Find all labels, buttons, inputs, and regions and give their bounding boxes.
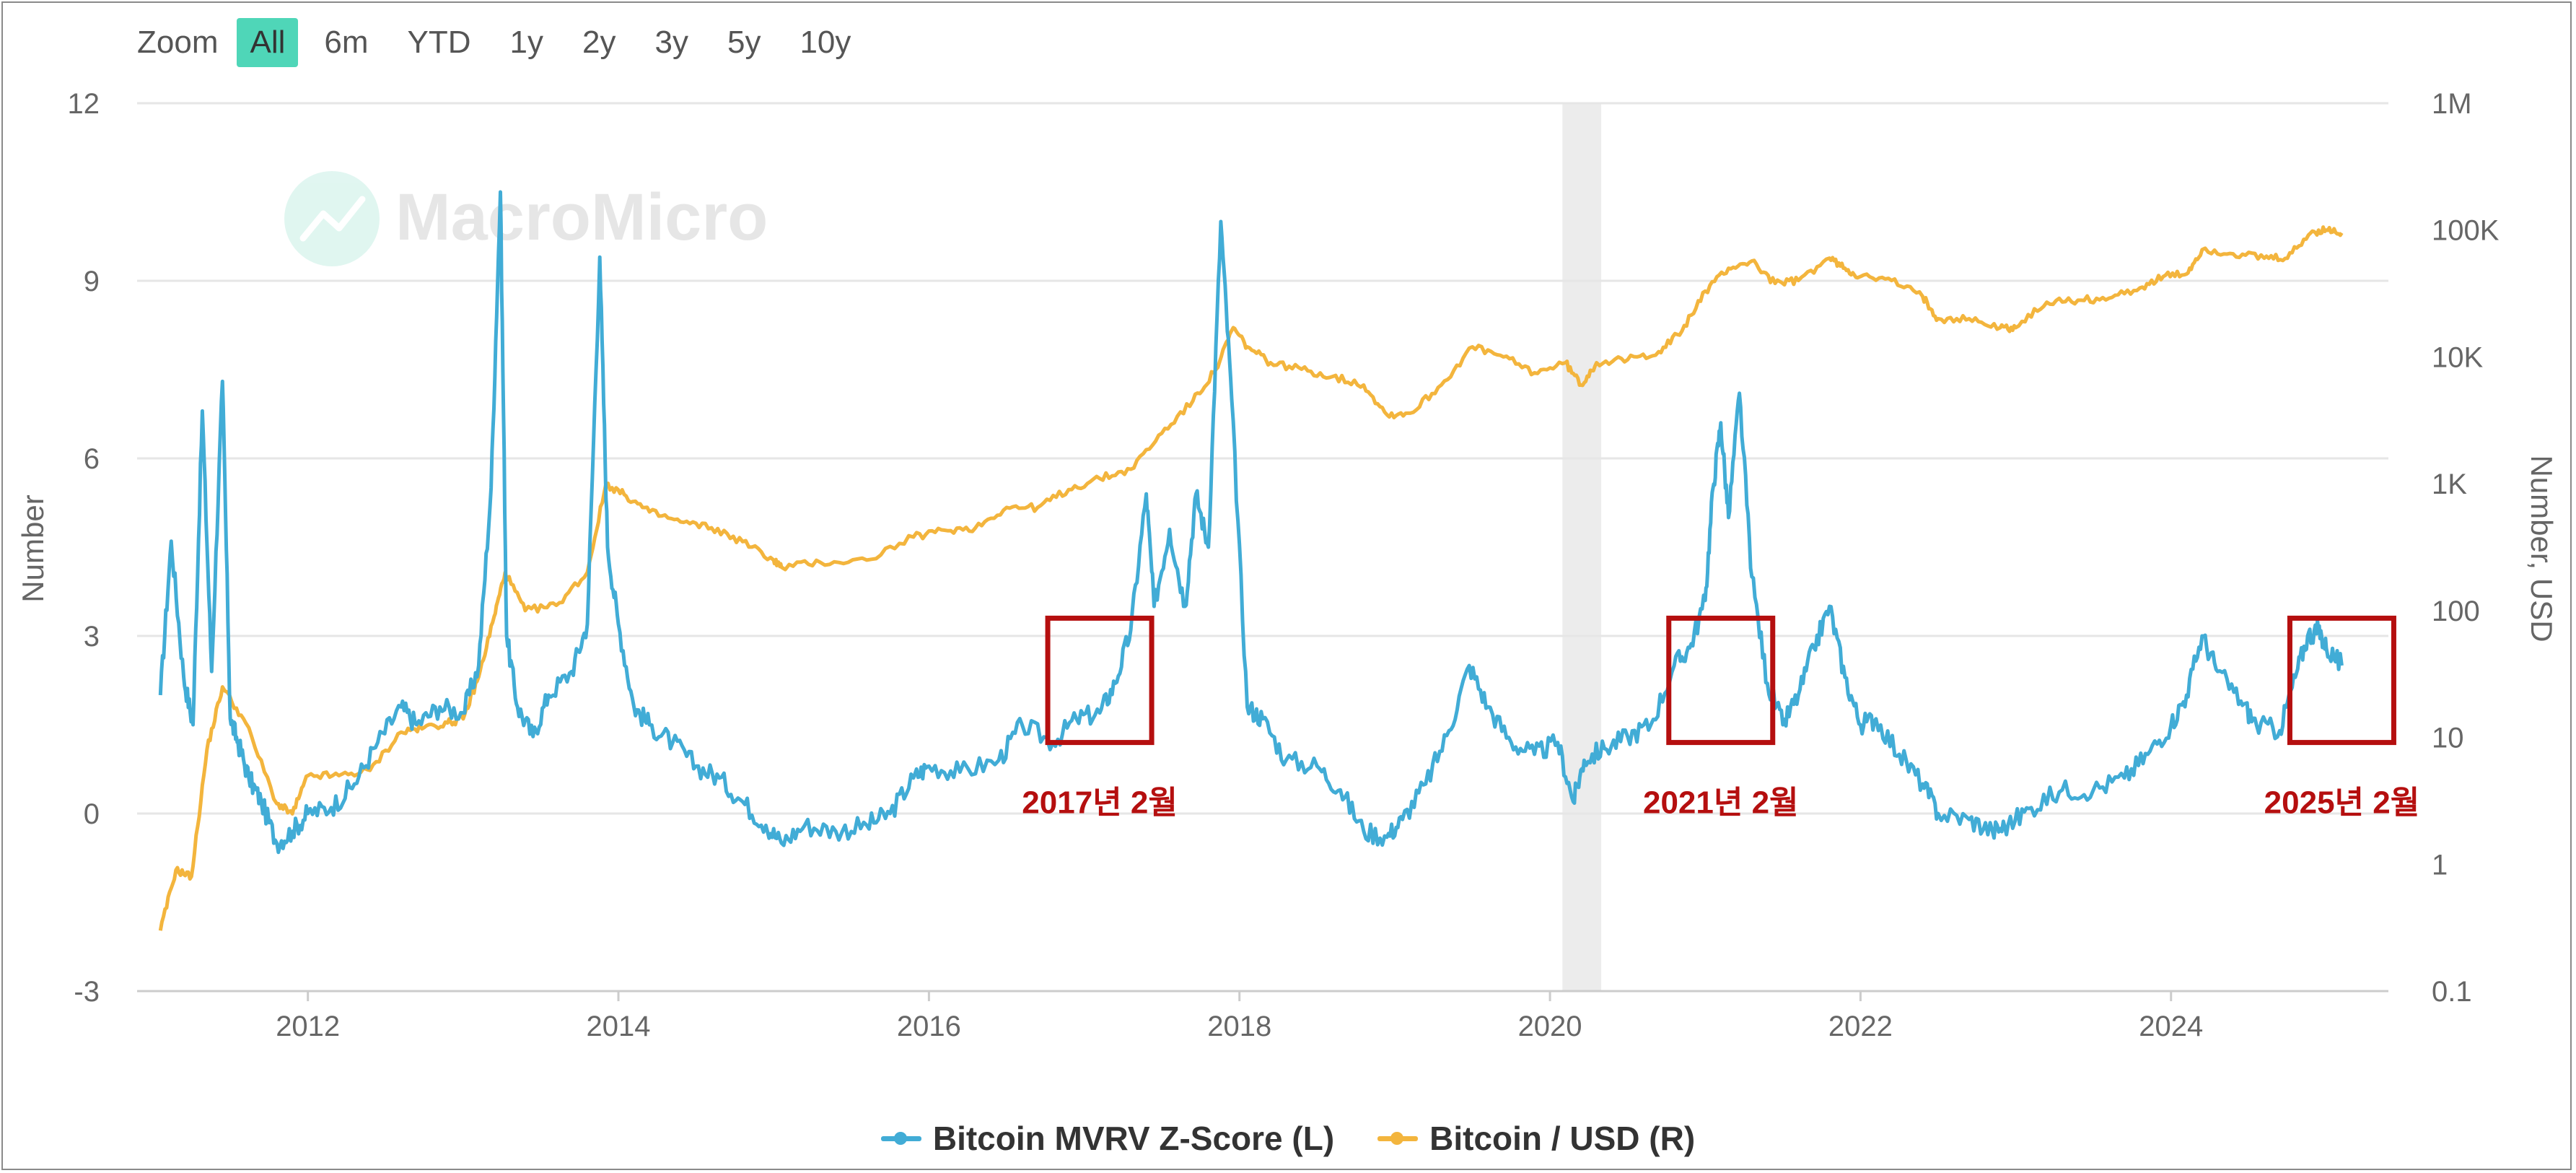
y-right-tick-label: 10 bbox=[2432, 723, 2464, 754]
zoom-3y-button[interactable]: 3y bbox=[654, 25, 688, 60]
annotation-label: 2017년 2월 bbox=[1022, 785, 1178, 821]
legend-swatch-price bbox=[1377, 1131, 1419, 1145]
x-tick-label: 2018 bbox=[1207, 1011, 1271, 1042]
y-right-tick-label: 100 bbox=[2432, 596, 2480, 627]
annotation-box bbox=[2287, 615, 2396, 746]
y-left-tick-label: 0 bbox=[84, 798, 100, 830]
y-right-tick-label: 1K bbox=[2432, 468, 2467, 500]
zoom-bar: Zoom All 6m YTD 1y 2y 3y 5y 10y bbox=[137, 17, 877, 68]
watermark-chart-icon bbox=[299, 196, 366, 242]
legend-item-price[interactable]: Bitcoin / USD (R) bbox=[1377, 1119, 1695, 1158]
x-tick-label: 2014 bbox=[587, 1011, 651, 1042]
x-tick-label: 2016 bbox=[897, 1011, 961, 1042]
zoom-1y-button[interactable]: 1y bbox=[509, 25, 543, 60]
series-line-zscore bbox=[158, 190, 2344, 855]
x-tick-label: 2020 bbox=[1518, 1011, 1582, 1042]
zoom-ytd-button[interactable]: YTD bbox=[407, 25, 471, 60]
zoom-5y-button[interactable]: 5y bbox=[727, 25, 761, 60]
y-left-tick-label: 6 bbox=[84, 443, 100, 475]
y-right-tick-label: 10K bbox=[2432, 341, 2483, 373]
legend-swatch-zscore bbox=[880, 1131, 921, 1145]
y-left-tick-label: 3 bbox=[84, 621, 100, 653]
legend-label-price: Bitcoin / USD (R) bbox=[1429, 1120, 1696, 1157]
annotation-box bbox=[1045, 615, 1155, 746]
y-right-tick-label: 1M bbox=[2432, 88, 2472, 120]
macromicro-watermark: MacroMicro bbox=[284, 171, 768, 266]
legend-label-zscore: Bitcoin MVRV Z-Score (L) bbox=[932, 1120, 1335, 1157]
annotation-box bbox=[1666, 615, 1776, 746]
zoom-label: Zoom bbox=[137, 25, 219, 60]
y-left-tick-label: -3 bbox=[74, 976, 100, 1008]
legend: Bitcoin MVRV Z-Score (L) Bitcoin / USD (… bbox=[0, 1113, 2576, 1164]
zoom-10y-button[interactable]: 10y bbox=[799, 25, 851, 60]
annotation-label: 2025년 2월 bbox=[2264, 785, 2420, 821]
shaded-period-band bbox=[1562, 103, 1602, 991]
zoom-6m-button[interactable]: 6m bbox=[324, 25, 369, 60]
annotation-label: 2021년 2월 bbox=[1643, 785, 1799, 821]
y-right-tick-label: 100K bbox=[2432, 215, 2500, 247]
zoom-all-button[interactable]: All bbox=[237, 18, 299, 67]
x-tick-label: 2022 bbox=[1828, 1011, 1893, 1042]
watermark-text: MacroMicro bbox=[395, 180, 768, 254]
y-axis-left-label: Number bbox=[16, 494, 50, 602]
series-line-price bbox=[158, 225, 2344, 931]
legend-item-zscore[interactable]: Bitcoin MVRV Z-Score (L) bbox=[880, 1119, 1335, 1158]
watermark-logo-icon bbox=[284, 171, 380, 266]
y-right-tick-label: 1 bbox=[2432, 849, 2448, 881]
y-left-tick-label: 9 bbox=[84, 266, 100, 297]
x-tick-label: 2012 bbox=[276, 1011, 340, 1042]
y-right-tick-label: 0.1 bbox=[2432, 976, 2472, 1008]
x-tick-label: 2024 bbox=[2139, 1011, 2203, 1042]
y-axis-right-label: Number, USD bbox=[2525, 455, 2559, 642]
zoom-2y-button[interactable]: 2y bbox=[582, 25, 616, 60]
y-left-tick-label: 12 bbox=[68, 88, 100, 120]
